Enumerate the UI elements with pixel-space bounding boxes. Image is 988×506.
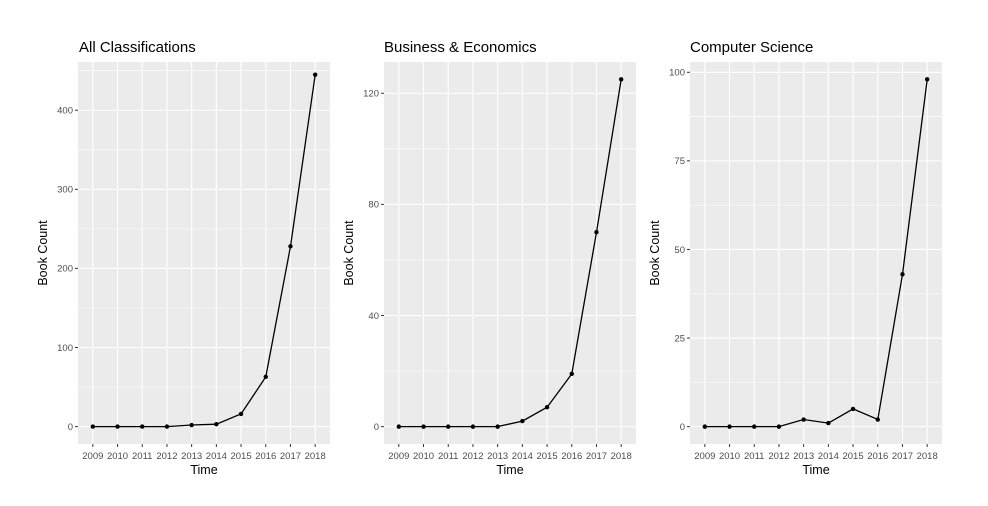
x-tick-label: 2014 xyxy=(818,451,839,462)
x-axis-label: Time xyxy=(190,463,217,477)
plot-panel xyxy=(78,62,330,444)
x-tick-label: 2016 xyxy=(561,451,582,462)
data-point xyxy=(924,77,930,82)
data-point xyxy=(702,424,708,429)
y-tick-label: 100 xyxy=(669,68,685,79)
x-tick-label: 2018 xyxy=(305,451,326,462)
x-tick-label: 2011 xyxy=(744,451,764,462)
x-tick-label: 2016 xyxy=(867,451,888,462)
y-tick-label: 100 xyxy=(57,343,73,354)
plot-panel xyxy=(384,62,636,444)
data-point xyxy=(618,77,624,82)
data-point xyxy=(115,424,120,429)
chart-title: All Classifications xyxy=(79,39,196,56)
y-tick-label: 25 xyxy=(674,333,685,344)
x-tick-label: 2013 xyxy=(793,451,814,462)
x-tick-label: 2013 xyxy=(181,451,202,462)
data-point xyxy=(850,406,856,412)
x-tick-label: 2013 xyxy=(487,451,508,462)
series-line xyxy=(92,74,316,428)
y-tick-label: 50 xyxy=(674,245,685,256)
y-tick-label: 200 xyxy=(57,264,73,275)
data-point xyxy=(801,417,806,422)
data-point xyxy=(776,424,782,429)
x-tick-label: 2014 xyxy=(512,451,533,462)
data-point xyxy=(875,417,880,422)
data-point xyxy=(569,371,574,377)
x-tick-label: 2009 xyxy=(82,451,103,462)
y-axis-label: Book Count xyxy=(36,220,50,286)
data-point xyxy=(312,72,318,77)
y-tick-label: 80 xyxy=(368,200,379,211)
x-tick-label: 2017 xyxy=(586,451,607,462)
x-tick-label: 2012 xyxy=(156,451,177,462)
data-point xyxy=(421,424,426,429)
data-point xyxy=(727,424,732,429)
chart-title: Business & Economics xyxy=(384,39,537,56)
data-point xyxy=(826,420,831,426)
x-tick-label: 2014 xyxy=(206,451,227,462)
y-tick-label: 400 xyxy=(57,106,73,117)
x-tick-label: 2010 xyxy=(719,451,740,462)
data-point xyxy=(238,411,244,417)
x-tick-label: 2017 xyxy=(892,451,913,462)
x-tick-label: 2016 xyxy=(255,451,276,462)
y-axis-label: Book Count xyxy=(342,220,356,286)
data-point xyxy=(140,424,145,429)
x-tick-label: 2018 xyxy=(611,451,632,462)
y-axis-label: Book Count xyxy=(648,220,662,286)
data-point xyxy=(288,244,293,249)
x-tick-label: 2011 xyxy=(438,451,458,462)
data-point xyxy=(544,404,550,410)
series-line xyxy=(704,79,928,428)
x-tick-label: 2010 xyxy=(107,451,128,462)
x-tick-label: 2012 xyxy=(768,451,789,462)
chart-title: Computer Science xyxy=(690,39,813,56)
y-tick-label: 75 xyxy=(674,156,685,167)
data-point xyxy=(396,424,402,429)
x-tick-label: 2015 xyxy=(842,451,863,462)
data-point xyxy=(164,424,170,429)
y-tick-label: 40 xyxy=(368,311,379,322)
data-point xyxy=(214,422,219,427)
x-axis-label: Time xyxy=(496,463,523,477)
x-tick-label: 2012 xyxy=(462,451,483,462)
data-point xyxy=(470,424,476,429)
x-tick-label: 2010 xyxy=(413,451,434,462)
series-line xyxy=(398,79,622,428)
x-tick-label: 2015 xyxy=(230,451,251,462)
x-tick-label: 2017 xyxy=(280,451,301,462)
x-tick-label: 2011 xyxy=(132,451,152,462)
x-tick-label: 2018 xyxy=(917,451,938,462)
y-tick-label: 0 xyxy=(374,422,379,433)
x-axis-label: Time xyxy=(802,463,829,477)
data-point xyxy=(495,424,500,429)
x-tick-label: 2009 xyxy=(694,451,715,462)
x-tick-label: 2009 xyxy=(388,451,409,462)
x-tick-label: 2015 xyxy=(536,451,557,462)
data-point xyxy=(263,374,268,379)
data-point xyxy=(900,272,905,277)
chart-panel-business-economics: 0 40 80 120 2009 2010 2011 2012 2013 2014 2015 2016… xyxy=(342,39,636,477)
data-point xyxy=(446,424,451,429)
data-point xyxy=(90,424,96,429)
plot-panel xyxy=(690,62,942,444)
data-point xyxy=(594,229,599,235)
y-tick-label: 0 xyxy=(680,422,685,433)
y-tick-label: 300 xyxy=(57,185,73,196)
data-point xyxy=(189,422,194,428)
y-tick-label: 0 xyxy=(68,422,73,433)
chart-panel-computer-science: 0 25 50 75 100 2009 2010 2011 2012 2013 2014 2015 20… xyxy=(648,39,942,477)
data-point xyxy=(520,418,525,424)
data-point xyxy=(752,424,757,429)
y-tick-label: 120 xyxy=(363,89,379,100)
